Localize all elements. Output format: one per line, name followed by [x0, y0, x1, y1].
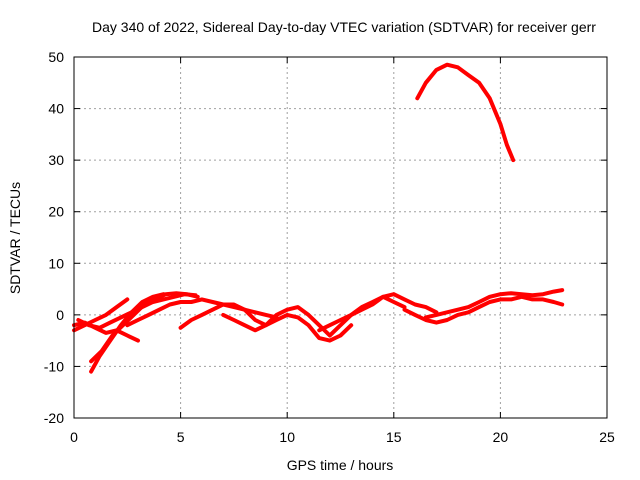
y-tick-label: 50	[48, 49, 64, 65]
series-line-arc-8	[221, 292, 439, 338]
x-tick-label: 0	[70, 429, 78, 445]
y-tick-label: -20	[44, 410, 64, 426]
y-tick-label: 0	[56, 307, 64, 323]
plot-frame	[73, 56, 608, 419]
series-group	[72, 62, 565, 374]
x-tick-label: 5	[177, 429, 185, 445]
y-tick-labels: -20 -10 0 10 20 30 40 50	[44, 49, 64, 426]
y-tick-label: 30	[48, 152, 64, 168]
axis-ticks	[73, 56, 608, 419]
y-tick-label: -10	[44, 358, 64, 374]
x-tick-label: 25	[599, 429, 615, 445]
y-tick-label: 20	[48, 204, 64, 220]
series-line-arc-high	[415, 62, 516, 163]
series-line-arc-6	[125, 297, 279, 328]
chart-title: Day 340 of 2022, Sidereal Day-to-day VTE…	[92, 19, 596, 35]
x-tick-labels: 0 5 10 15 20 25	[70, 429, 615, 445]
x-tick-label: 15	[386, 429, 402, 445]
x-axis-label: GPS time / hours	[287, 457, 394, 473]
series-line-arc-11	[423, 288, 565, 320]
series-line-arc-9	[317, 294, 407, 333]
y-tick-label: 40	[48, 101, 64, 117]
grid	[74, 57, 607, 418]
series-line-arc-10	[402, 294, 565, 325]
series-line-arc-1	[72, 297, 130, 333]
y-tick-label: 10	[48, 255, 64, 271]
x-tick-label: 20	[493, 429, 509, 445]
x-tick-label: 10	[279, 429, 295, 445]
y-axis-label: SDTVAR / TECUs	[7, 182, 23, 294]
series-line-arc-5	[76, 292, 198, 330]
